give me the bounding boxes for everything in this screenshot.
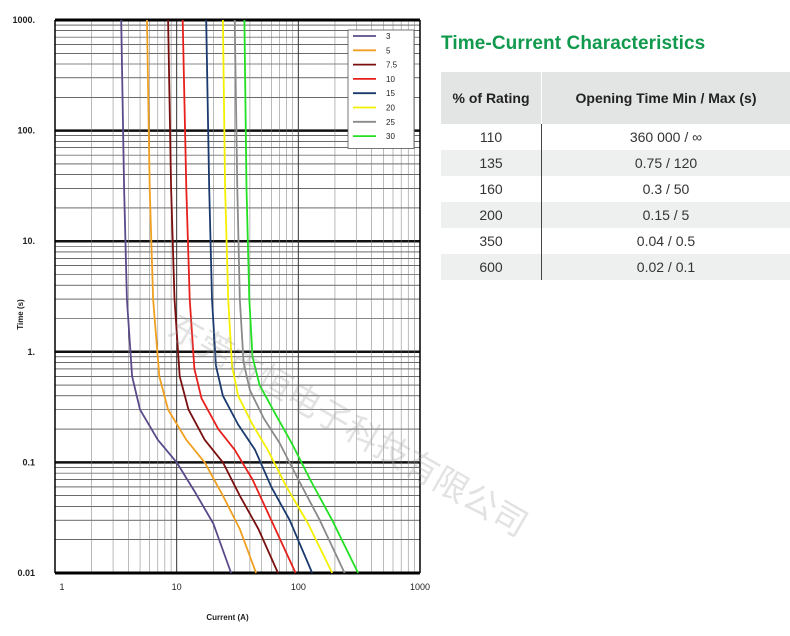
series-line-7-5 xyxy=(167,19,279,574)
x-tick-label: 10 xyxy=(172,582,182,592)
table-row: 200 0.15 / 5 xyxy=(441,202,790,228)
series-line-10 xyxy=(181,19,297,574)
table-row: 600 0.02 / 0.1 xyxy=(441,254,790,280)
table-cell-time: 0.15 / 5 xyxy=(541,202,790,228)
x-tick-label: 1 xyxy=(59,582,64,592)
table-cell-time: 0.3 / 50 xyxy=(642,181,690,197)
legend-label-5: 5 xyxy=(386,46,391,55)
table-cell-rating: 135 xyxy=(441,150,542,176)
table-cell-rating: 200 xyxy=(441,202,542,228)
y-tick-label: 100. xyxy=(17,126,35,136)
series-line-20 xyxy=(222,19,334,574)
spec-table: % of Rating Opening Time Min / Max (s) 1… xyxy=(441,72,790,280)
table-cell-time: 360 000 / ∞ xyxy=(629,129,703,145)
legend-label-30: 30 xyxy=(386,132,395,141)
table-header-rating: % of Rating xyxy=(441,72,542,124)
legend-label-25: 25 xyxy=(386,118,395,127)
x-tick-label: 1000 xyxy=(410,582,430,592)
series-line-30 xyxy=(243,19,359,574)
y-tick-label: 0.1 xyxy=(22,457,35,467)
table-cell-time: 0.04 / 0.5 xyxy=(636,233,696,249)
legend-label-3: 3 xyxy=(386,32,391,41)
section-title: Time-Current Characteristics xyxy=(441,33,706,54)
table-header-opening-time: Opening Time Min / Max (s) xyxy=(541,72,790,124)
table-cell-rating: 160 xyxy=(441,176,542,202)
legend-label-10: 10 xyxy=(386,75,395,84)
legend-label-15: 15 xyxy=(386,89,395,98)
y-tick-label: 1000. xyxy=(12,15,35,25)
legend-box xyxy=(347,29,415,149)
table-row: 135 0.75 / 120 xyxy=(441,150,790,176)
table-cell-rating: 110 xyxy=(441,124,542,150)
series-line-3 xyxy=(120,19,232,574)
x-axis-label: Current (A) xyxy=(206,613,249,622)
table-cell-rating: 350 xyxy=(441,228,542,254)
y-tick-label: 0.01 xyxy=(17,568,35,578)
legend-label-20: 20 xyxy=(386,104,395,113)
table-cell-time: 0.02 / 0.1 xyxy=(541,254,790,280)
table-row: 160 0.3 / 50 xyxy=(441,176,790,202)
y-tick-label: 1. xyxy=(27,347,35,357)
table-cell-time: 0.75 / 120 xyxy=(541,150,790,176)
series-line-15 xyxy=(205,19,314,574)
x-tick-label: 100 xyxy=(291,582,306,592)
y-axis-label: Time (s) xyxy=(16,299,25,330)
table-row: 350 0.04 / 0.5 xyxy=(441,228,790,254)
y-tick-label: 10. xyxy=(22,236,35,246)
series-line-25 xyxy=(233,19,346,574)
tcc-chart-svg: 0.01 0.1 1. 10. 100. 1000. 1 10 100 1000 Current (… xyxy=(12,15,430,622)
table-cell-rating: 600 xyxy=(441,254,542,280)
tcc-chart: 0.01 0.1 1. 10. 100. 1000. 1 10 100 1000 Current (… xyxy=(12,15,430,622)
legend-label-7-5: 7.5 xyxy=(386,61,398,70)
table-row: 110 360 000 / ∞ xyxy=(441,124,790,150)
table-header-row: % of Rating Opening Time Min / Max (s) xyxy=(441,72,790,124)
series-line-5 xyxy=(146,19,257,574)
